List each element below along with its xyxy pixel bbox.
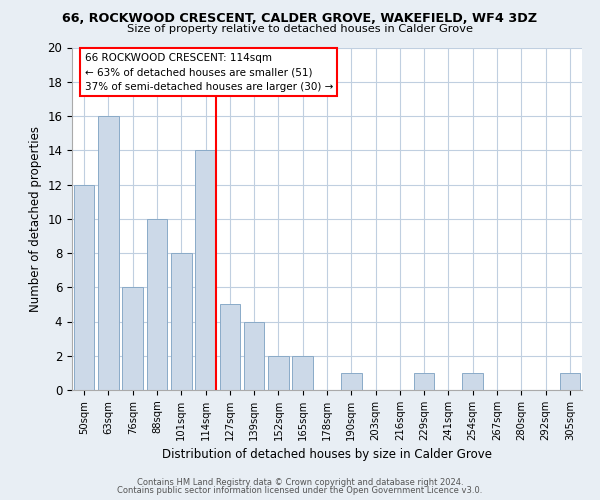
Bar: [146, 219, 167, 390]
Text: Size of property relative to detached houses in Calder Grove: Size of property relative to detached ho…: [127, 24, 473, 34]
Bar: [171, 253, 191, 390]
Bar: [268, 356, 289, 390]
Bar: [244, 322, 265, 390]
Text: 66 ROCKWOOD CRESCENT: 114sqm
← 63% of detached houses are smaller (51)
37% of se: 66 ROCKWOOD CRESCENT: 114sqm ← 63% of de…: [85, 52, 333, 92]
Bar: [414, 373, 434, 390]
Bar: [74, 184, 94, 390]
Text: 66, ROCKWOOD CRESCENT, CALDER GROVE, WAKEFIELD, WF4 3DZ: 66, ROCKWOOD CRESCENT, CALDER GROVE, WAK…: [62, 12, 538, 26]
Bar: [292, 356, 313, 390]
Bar: [220, 304, 240, 390]
Bar: [341, 373, 362, 390]
X-axis label: Distribution of detached houses by size in Calder Grove: Distribution of detached houses by size …: [162, 448, 492, 462]
Bar: [195, 150, 216, 390]
Y-axis label: Number of detached properties: Number of detached properties: [29, 126, 42, 312]
Bar: [122, 287, 143, 390]
Bar: [463, 373, 483, 390]
Text: Contains HM Land Registry data © Crown copyright and database right 2024.: Contains HM Land Registry data © Crown c…: [137, 478, 463, 487]
Bar: [560, 373, 580, 390]
Bar: [98, 116, 119, 390]
Text: Contains public sector information licensed under the Open Government Licence v3: Contains public sector information licen…: [118, 486, 482, 495]
